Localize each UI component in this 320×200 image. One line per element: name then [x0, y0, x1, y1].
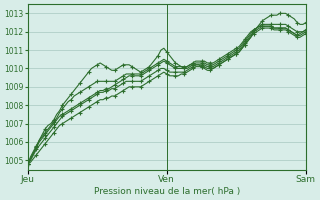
X-axis label: Pression niveau de la mer( hPa ): Pression niveau de la mer( hPa ): [94, 187, 240, 196]
